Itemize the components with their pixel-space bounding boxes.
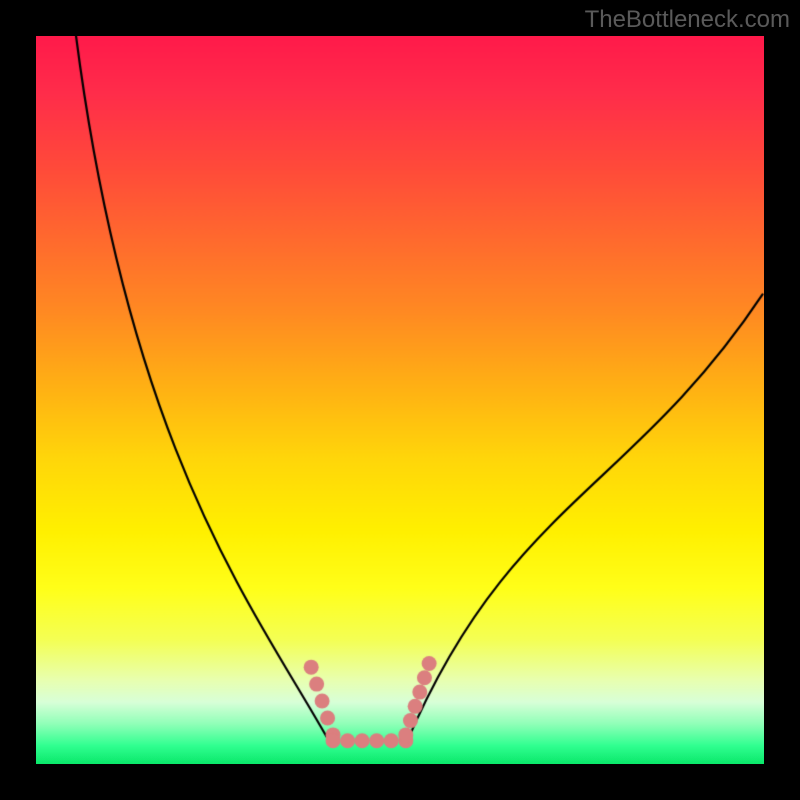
watermark-text: TheBottleneck.com <box>585 6 790 34</box>
bottleneck-chart <box>36 36 764 764</box>
chart-container: TheBottleneck.com <box>0 0 800 800</box>
